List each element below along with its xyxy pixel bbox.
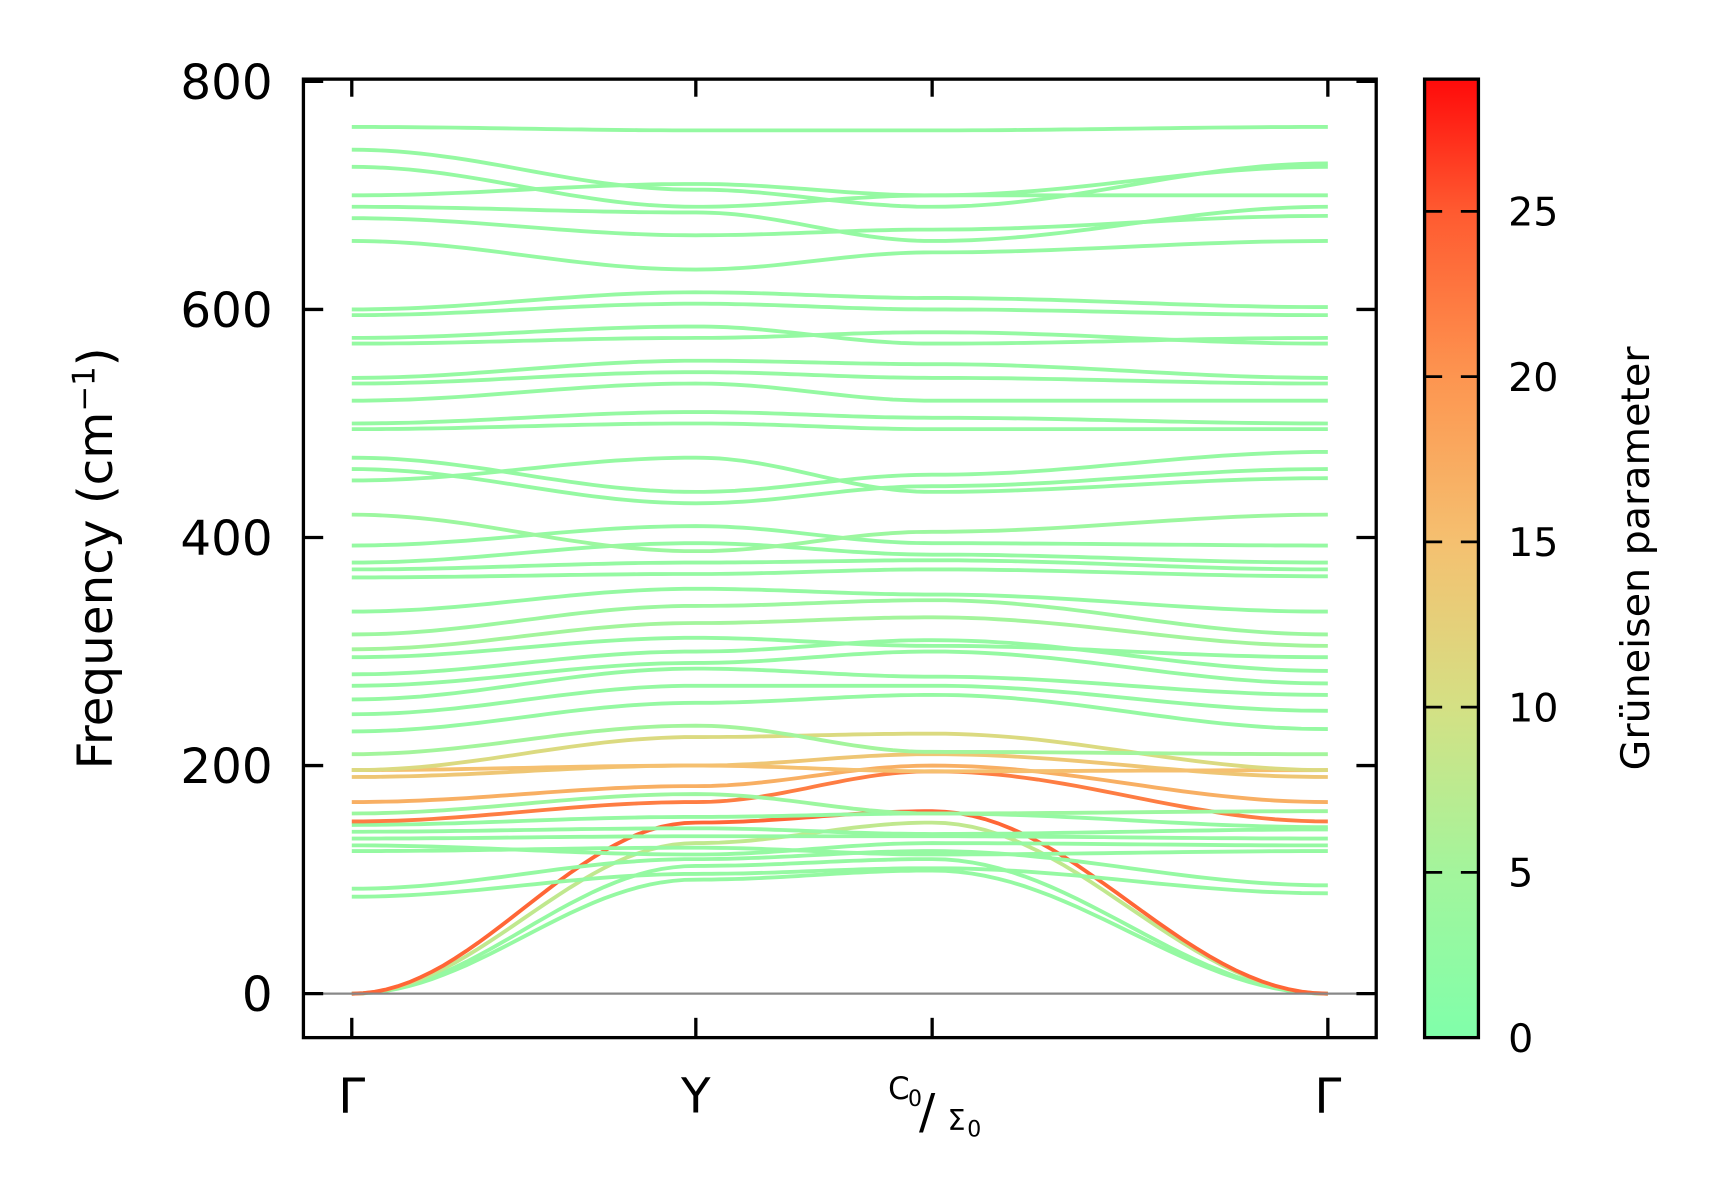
band-line [351,615,1328,652]
band-line [351,769,1328,824]
band-line [351,826,1328,836]
band-line [351,421,1328,432]
band-line [351,792,1328,816]
band-line [351,558,1328,572]
band-line [351,239,1328,272]
x-tick-label-c0-sigma0-text: C0/Σ0 [888,1071,981,1142]
band-line [351,635,1328,660]
band-line [351,692,1328,734]
svg-text:Γ: Γ [338,1068,365,1124]
band-line [351,164,1328,209]
band-line [351,723,1328,757]
band-line [351,638,1328,677]
band-line [351,524,1328,548]
y-axis-label-close: ) [68,347,124,366]
band-line [351,182,1328,198]
x-tick-label-part-main1: C [888,1071,909,1107]
band-line [351,586,1328,614]
y-axis-label-main: Frequency (cm [68,412,124,770]
svg-text:Γ: Γ [1314,1068,1341,1124]
colorbar-tick-label: 0 [1508,1016,1533,1062]
y-axis-label-sup: −1 [67,366,103,411]
x-tick-label-gamma-start: Γ [338,1068,365,1124]
band-line [351,381,1328,403]
x-axis-ticks [350,79,1330,1038]
colorbar-tick-label: 25 [1508,190,1558,236]
band-line [351,841,1328,857]
band-line [351,868,1328,996]
x-tick-label-part-sub2: 0 [967,1118,981,1143]
x-tick-label-part-main2: Σ [948,1103,966,1137]
band-lines [351,125,1328,996]
band-line [351,763,1328,804]
colorbar-ticks: 0 5 10 15 20 25 [1424,190,1558,1062]
y-tick-label: 0 [242,967,273,1023]
band-line [351,598,1328,637]
band-line [351,204,1328,243]
y-axis-ticks: 0 200 400 600 800 [180,55,1377,1023]
y-tick-label: 800 [180,55,272,111]
band-line [351,455,1328,494]
band-line [351,541,1328,565]
band-line [351,125,1328,133]
band-line [351,358,1328,380]
x-tick-label-part-slash: / [919,1084,936,1140]
y-tick-label: 400 [180,511,272,567]
x-tick-label-gamma-end: Γ [1314,1068,1341,1124]
band-line [351,834,1328,841]
band-line [351,467,1328,506]
band-line [351,763,1328,774]
x-tick-label-c0-sigma0: C0/Σ0 [888,1071,981,1142]
band-line [351,857,1328,996]
band-line [351,849,1328,891]
band-line [351,290,1328,312]
band-line [351,752,1328,779]
colorbar [1422,77,1481,1040]
colorbar-tick-label: 5 [1508,851,1533,897]
band-line [351,410,1328,426]
svg-text:Y: Y [680,1068,711,1124]
y-tick-label: 600 [180,283,272,339]
band-line [351,370,1328,386]
x-tick-label-y: Y [680,1068,711,1124]
x-tick-label-part-sub1: 0 [908,1087,922,1112]
band-line [351,649,1328,688]
band-line [351,147,1328,209]
band-line [351,683,1328,717]
colorbar-tick-label: 10 [1508,685,1558,731]
band-line [351,450,1328,494]
colorbar-label: Grüneisen parameter [1613,346,1659,771]
band-line [351,301,1328,318]
band-line [351,567,1328,580]
band-line [351,512,1328,554]
band-line [351,811,1328,830]
colorbar-tick-label: 20 [1508,355,1558,401]
colorbar-tick-label: 15 [1508,520,1558,566]
band-line [351,324,1328,346]
y-axis-label: Frequency (cm−1) [67,347,125,769]
plot-frame [301,77,1378,1040]
y-tick-label: 200 [180,739,272,795]
band-line [351,666,1328,702]
band-line [351,866,1328,899]
